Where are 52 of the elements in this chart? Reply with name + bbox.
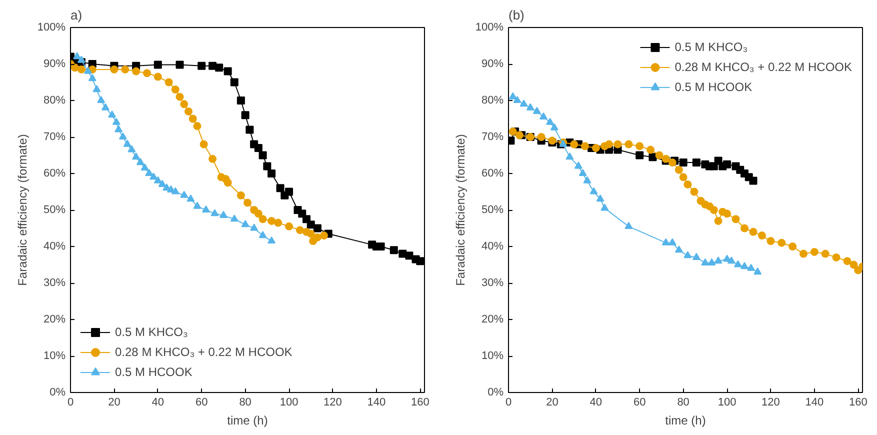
y-tick-label: 80%: [43, 94, 66, 106]
y-tick-label: 60%: [481, 168, 504, 180]
y-tick-label: 0%: [488, 386, 504, 398]
x-tick-label: 40: [590, 396, 602, 408]
x-axis-title: time (h): [665, 414, 706, 428]
y-tick-label: 90%: [481, 58, 504, 70]
x-tick-label: 60: [195, 396, 208, 408]
y-tick-label: 30%: [481, 277, 504, 289]
legend-label: 0.5 M HCOOK: [674, 80, 752, 94]
x-tick-label: 160: [848, 396, 868, 408]
x-tick-label: 140: [367, 396, 386, 408]
y-tick-label: 20%: [43, 314, 66, 326]
x-tick-label: 140: [805, 396, 824, 408]
x-tick-label: 160: [410, 396, 430, 408]
y-tick-label: 60%: [43, 168, 66, 180]
x-tick-label: 100: [280, 396, 298, 408]
y-tick-label: 10%: [43, 350, 66, 362]
legend-label: 0.5 M HCOOK: [115, 365, 192, 379]
legend-label: 0.5 M KHCO₃: [115, 325, 188, 339]
y-tick-label: 70%: [481, 131, 504, 143]
x-tick-label: 120: [324, 396, 342, 408]
y-tick-label: 50%: [481, 204, 504, 216]
y-tick-label: 100%: [475, 22, 504, 34]
y-tick-label: 90%: [43, 58, 66, 70]
x-tick-label: 60: [633, 396, 646, 408]
x-tick-label: 0: [67, 396, 74, 408]
y-tick-label: 50%: [43, 204, 66, 216]
x-tick-label: 40: [152, 396, 164, 408]
x-tick-label: 0: [505, 396, 512, 408]
legend-label: 0.28 M KHCO₃ + 0.22 M HCOOK: [115, 345, 292, 359]
x-axis-title: time (h): [227, 414, 268, 428]
x-tick-label: 100: [718, 396, 736, 408]
y-axis-title: Faradaic efficiency (formate): [453, 134, 468, 286]
x-tick-label: 120: [762, 396, 780, 408]
legend-label: 0.5 M KHCO₃: [674, 40, 748, 54]
y-tick-label: 40%: [43, 240, 66, 252]
y-tick-label: 30%: [43, 277, 66, 289]
y-tick-label: 100%: [37, 22, 66, 34]
y-tick-label: 70%: [43, 131, 66, 143]
y-tick-label: 10%: [481, 350, 504, 362]
x-tick-label: 80: [677, 396, 690, 408]
y-axis-title: Faradaic efficiency (formate): [15, 134, 30, 286]
y-tick-label: 40%: [481, 240, 504, 252]
chart-title: a): [70, 8, 82, 22]
y-tick-label: 80%: [481, 94, 504, 106]
y-tick-label: 0%: [50, 386, 66, 398]
x-tick-label: 20: [108, 396, 120, 408]
x-tick-label: 20: [546, 396, 558, 408]
legend-label: 0.28 M KHCO₃ + 0.22 M HCOOK: [674, 60, 852, 74]
x-tick-label: 80: [239, 396, 252, 408]
chart-title: (b): [508, 8, 524, 22]
y-tick-label: 20%: [481, 314, 504, 326]
